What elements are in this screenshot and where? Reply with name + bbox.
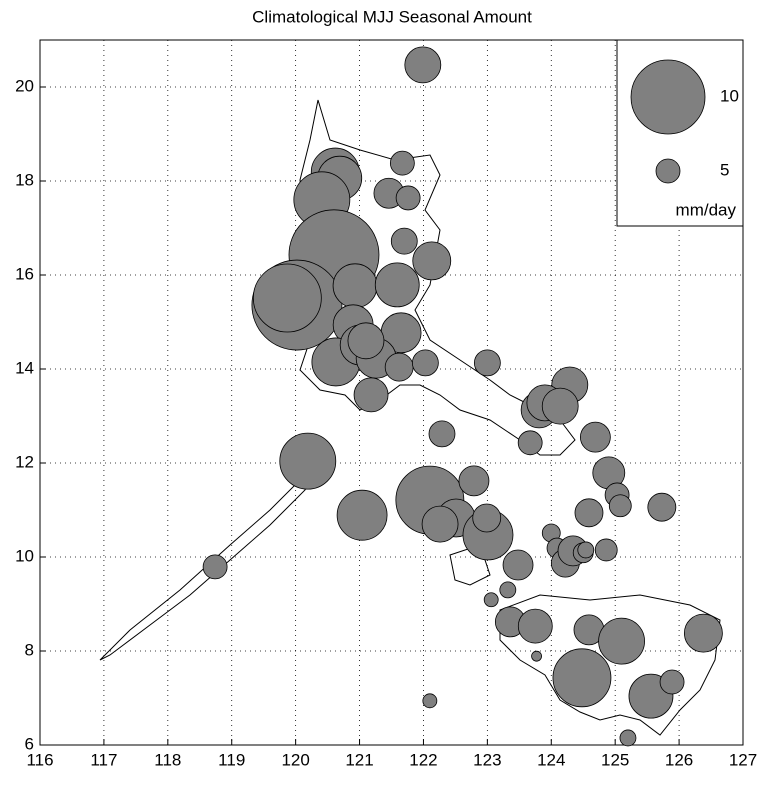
- bubble: [353, 377, 389, 413]
- bubble: [594, 538, 618, 562]
- x-tick-label: 116: [26, 750, 53, 769]
- x-tick-label: 121: [345, 750, 373, 769]
- y-tick-label: 10: [15, 546, 34, 565]
- y-tick-label: 20: [15, 76, 34, 95]
- legend-bubble: [630, 59, 706, 135]
- x-tick-label: 122: [409, 750, 437, 769]
- legend-label: 10: [720, 86, 739, 105]
- x-tick-label: 118: [154, 750, 181, 769]
- bubble: [421, 505, 459, 543]
- x-tick-label: 125: [601, 750, 629, 769]
- bubble: [502, 549, 534, 581]
- bubble: [458, 465, 490, 497]
- x-tick-label: 119: [218, 750, 245, 769]
- x-tick-label: 124: [537, 750, 565, 769]
- bubble: [499, 581, 517, 599]
- bubble: [619, 729, 637, 747]
- legend-label: 5: [720, 160, 729, 179]
- bubble: [683, 613, 723, 653]
- bubble: [574, 498, 604, 528]
- x-tick-label: 127: [729, 750, 757, 769]
- bubble: [598, 617, 645, 665]
- y-tick-label: 14: [15, 358, 34, 377]
- bubble: [428, 420, 456, 448]
- bubble: [422, 693, 438, 709]
- bubble: [608, 494, 632, 518]
- x-tick-label: 123: [473, 750, 501, 769]
- y-tick-label: 6: [25, 734, 34, 753]
- bubble: [579, 421, 611, 453]
- bubble: [404, 46, 442, 84]
- bubble: [390, 227, 418, 255]
- y-tick-label: 12: [15, 452, 34, 471]
- bubble: [389, 150, 415, 176]
- bubble: [517, 608, 553, 644]
- bubble: [647, 492, 677, 522]
- x-tick-label: 126: [665, 750, 693, 769]
- y-tick-label: 18: [15, 170, 34, 189]
- bubble: [473, 349, 501, 377]
- legend-bubble: [655, 158, 681, 184]
- bubble: [347, 322, 385, 360]
- bubble: [517, 430, 543, 456]
- bubble: [411, 349, 439, 377]
- y-tick-label: 16: [15, 264, 34, 283]
- bubble: [332, 263, 378, 309]
- bubble: [472, 503, 502, 533]
- bubble: [412, 241, 452, 281]
- x-tick-label: 117: [90, 750, 117, 769]
- bubble: [279, 432, 337, 490]
- bubble: [202, 554, 228, 580]
- bubble: [336, 489, 388, 541]
- y-tick-label: 8: [25, 640, 34, 659]
- bubble: [659, 669, 685, 695]
- bubble: [577, 541, 595, 559]
- bubble: [374, 262, 420, 308]
- bubble: [384, 352, 414, 382]
- bubble: [531, 650, 542, 662]
- x-tick-label: 120: [281, 750, 309, 769]
- plot-frame: [39, 39, 744, 746]
- bubble: [541, 387, 579, 425]
- bubble: [552, 648, 612, 708]
- legend-unit: mm/day: [676, 200, 737, 219]
- chart-title: Climatological MJJ Seasonal Amount: [252, 7, 532, 26]
- bubble: [395, 185, 421, 211]
- bubble: [252, 263, 322, 333]
- bubble: [483, 592, 499, 608]
